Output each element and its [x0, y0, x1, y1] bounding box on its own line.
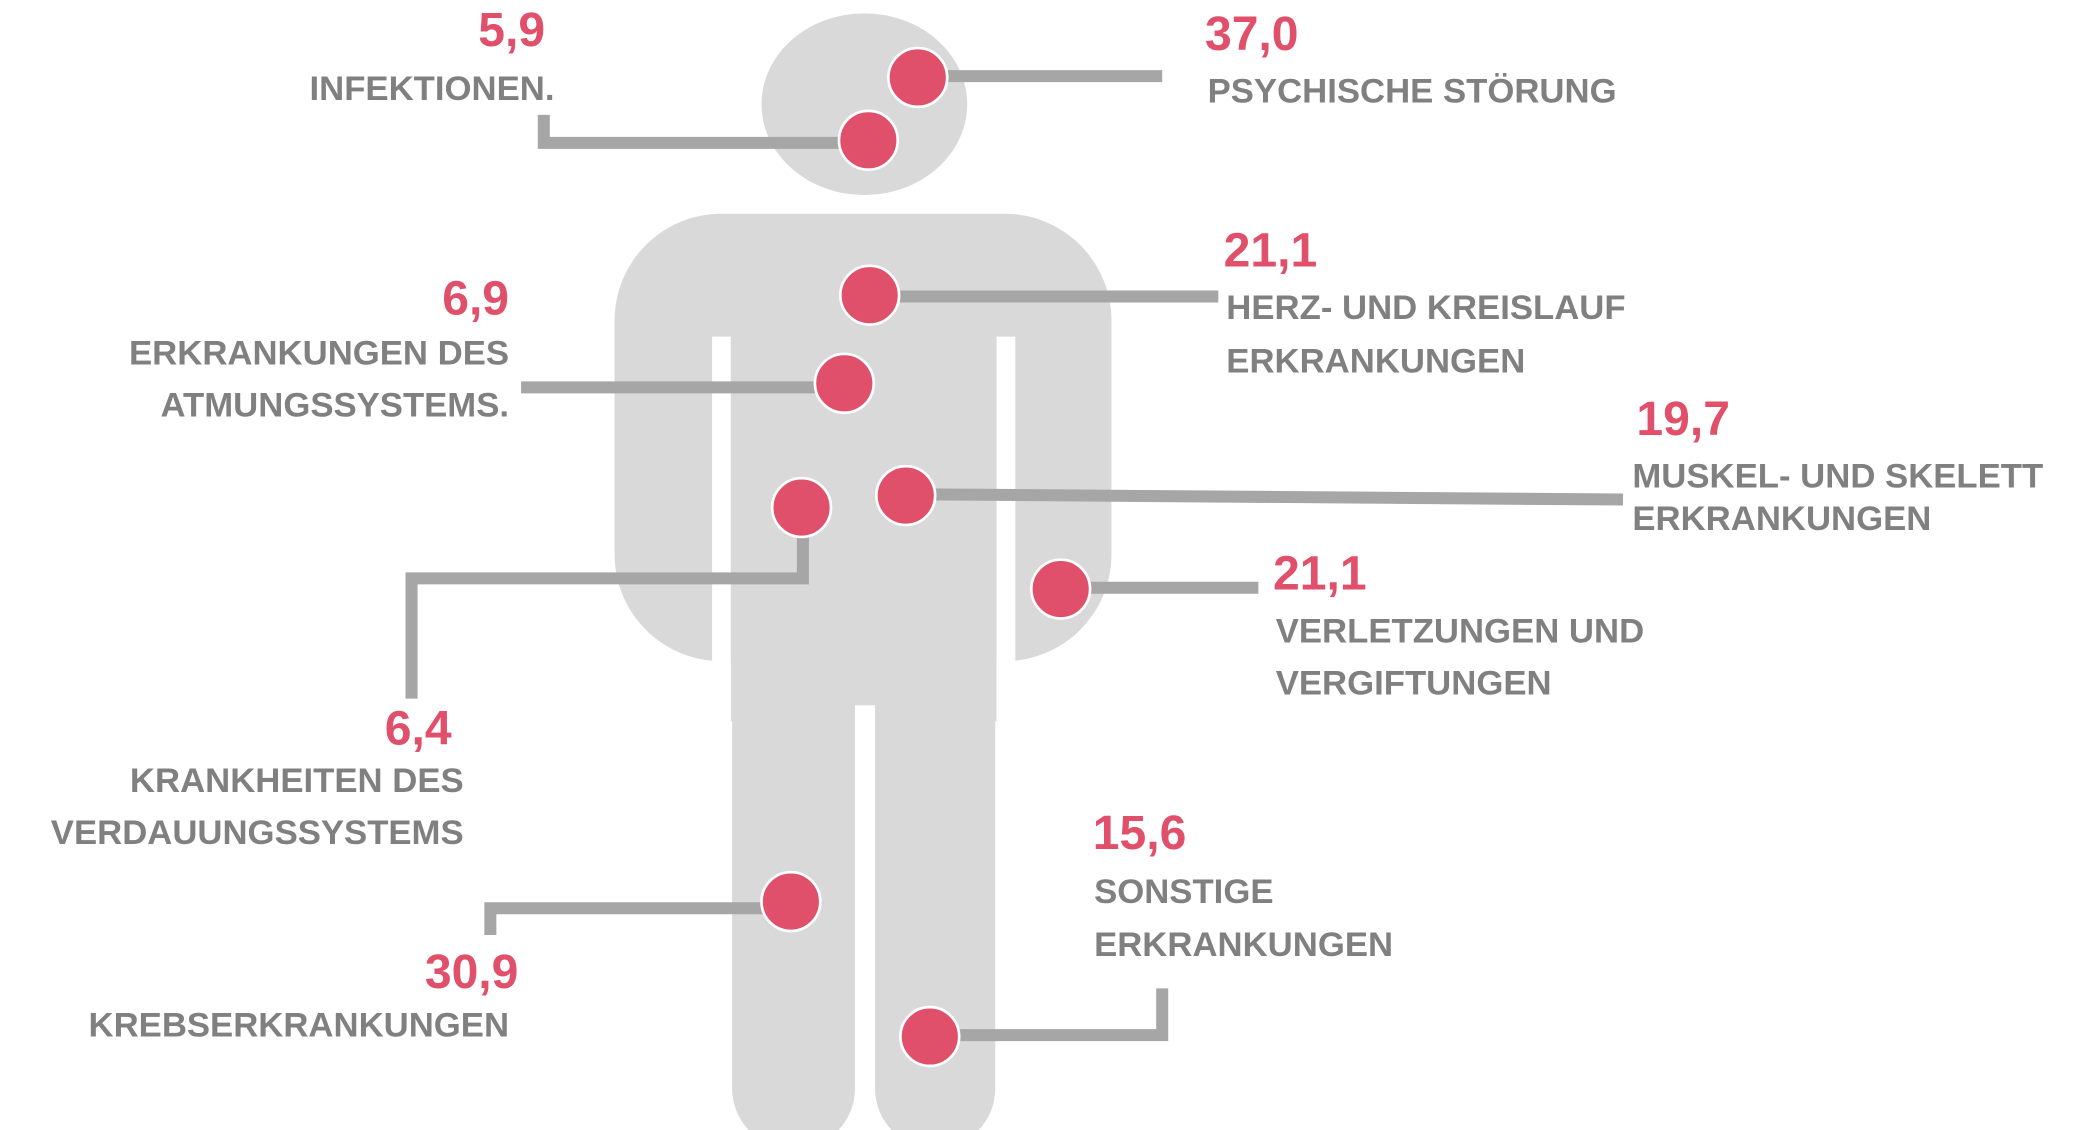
- marker-dot: [762, 872, 821, 931]
- label: ATMUNGSSYSTEMS.: [161, 387, 510, 425]
- value: 21,1: [1273, 547, 1367, 601]
- value: 6,9: [442, 272, 509, 326]
- marker-dot: [772, 478, 831, 537]
- label: ERKRANKUNGEN DES: [129, 334, 509, 372]
- marker-dot: [888, 48, 947, 107]
- marker-dot: [840, 266, 899, 325]
- marker-dot: [815, 354, 874, 413]
- value: 19,7: [1636, 392, 1730, 446]
- label: MUSKEL- UND SKELETT: [1632, 457, 2043, 495]
- label: ERKRANKUNGEN: [1094, 926, 1393, 964]
- value: 6,4: [385, 702, 452, 756]
- label: PSYCHISCHE STÖRUNG: [1208, 72, 1617, 111]
- label: KRANKHEITEN DES: [130, 762, 464, 800]
- value: 5,9: [478, 3, 545, 57]
- value: 15,6: [1093, 806, 1187, 860]
- infographic: 5,9 INFEKTIONEN. 37,0 PSYCHISCHE STÖRUNG 21,…: [0, 0, 2088, 1130]
- label: ERKRANKUNGEN: [1632, 500, 1931, 538]
- label: INFEKTIONEN.: [309, 70, 554, 108]
- marker-dot: [839, 111, 898, 170]
- label: VERDAUUNGSSYSTEMS: [51, 814, 464, 852]
- marker-dot: [900, 1007, 959, 1066]
- connector: [906, 494, 1623, 499]
- marker-dot: [1031, 560, 1090, 619]
- value: 30,9: [425, 945, 519, 999]
- label: VERGIFTUNGEN: [1276, 664, 1552, 702]
- value: 37,0: [1205, 7, 1299, 61]
- label: SONSTIGE: [1094, 873, 1273, 911]
- value: 21,1: [1224, 223, 1318, 277]
- marker-dot: [876, 466, 935, 525]
- label: ERKRANKUNGEN: [1226, 342, 1525, 380]
- label: KREBSERKRANKUNGEN: [89, 1006, 510, 1044]
- label: HERZ- UND KREISLAUF: [1226, 289, 1625, 327]
- label: VERLETZUNGEN UND: [1276, 612, 1644, 650]
